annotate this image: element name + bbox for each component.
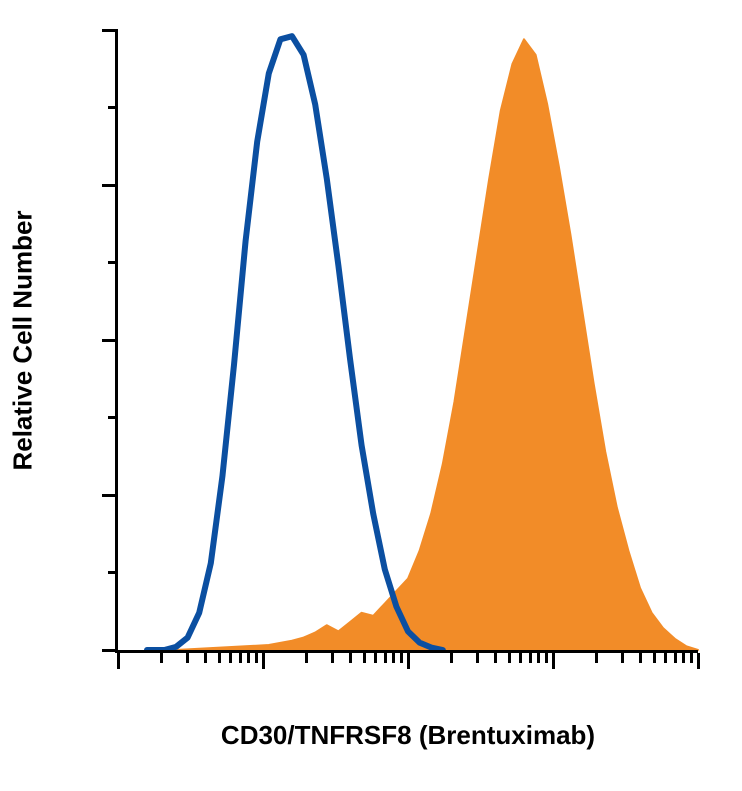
axis-tick <box>247 653 250 663</box>
series-stained-filled <box>176 39 698 650</box>
axis-tick <box>690 653 693 663</box>
axis-tick <box>545 653 548 663</box>
axis-tick <box>639 653 642 663</box>
y-axis-line <box>115 30 118 653</box>
axis-tick <box>102 494 118 497</box>
axis-tick <box>674 653 677 663</box>
axis-tick <box>108 571 118 574</box>
axis-tick <box>255 653 258 663</box>
axis-tick <box>349 653 352 663</box>
axis-tick <box>374 653 377 663</box>
axis-tick <box>102 184 118 187</box>
axis-tick <box>450 653 453 663</box>
axis-tick <box>108 106 118 109</box>
axis-tick <box>494 653 497 663</box>
axis-tick <box>552 653 555 669</box>
axis-tick <box>160 653 163 663</box>
histogram-curves <box>0 0 742 791</box>
axis-tick <box>519 653 522 663</box>
axis-tick <box>331 653 334 663</box>
axis-tick <box>363 653 366 663</box>
axis-tick <box>218 653 221 663</box>
axis-tick <box>262 653 265 669</box>
axis-tick <box>102 29 118 32</box>
axis-tick <box>508 653 511 663</box>
axis-tick <box>384 653 387 663</box>
axis-tick <box>400 653 403 663</box>
series-control-open <box>147 36 443 650</box>
axis-tick <box>407 653 410 669</box>
axis-tick <box>664 653 667 663</box>
axis-tick <box>108 416 118 419</box>
axis-tick <box>239 653 242 663</box>
axis-tick <box>595 653 598 663</box>
axis-tick <box>537 653 540 663</box>
axis-tick <box>204 653 207 663</box>
axis-tick <box>621 653 624 663</box>
x-axis-label: CD30/TNFRSF8 (Brentuximab) <box>118 720 698 751</box>
axis-tick <box>305 653 308 663</box>
axis-tick <box>108 261 118 264</box>
axis-tick <box>102 339 118 342</box>
axis-tick <box>476 653 479 663</box>
axis-tick <box>392 653 395 663</box>
axis-tick <box>697 653 700 669</box>
y-axis-label: Relative Cell Number <box>8 191 39 491</box>
axis-tick <box>529 653 532 663</box>
axis-tick <box>186 653 189 663</box>
axis-tick <box>229 653 232 663</box>
axis-tick <box>682 653 685 663</box>
axis-tick <box>102 649 118 652</box>
axis-tick <box>653 653 656 663</box>
chart-container: Relative Cell Number CD30/TNFRSF8 (Brent… <box>0 0 742 791</box>
axis-tick <box>117 653 120 669</box>
